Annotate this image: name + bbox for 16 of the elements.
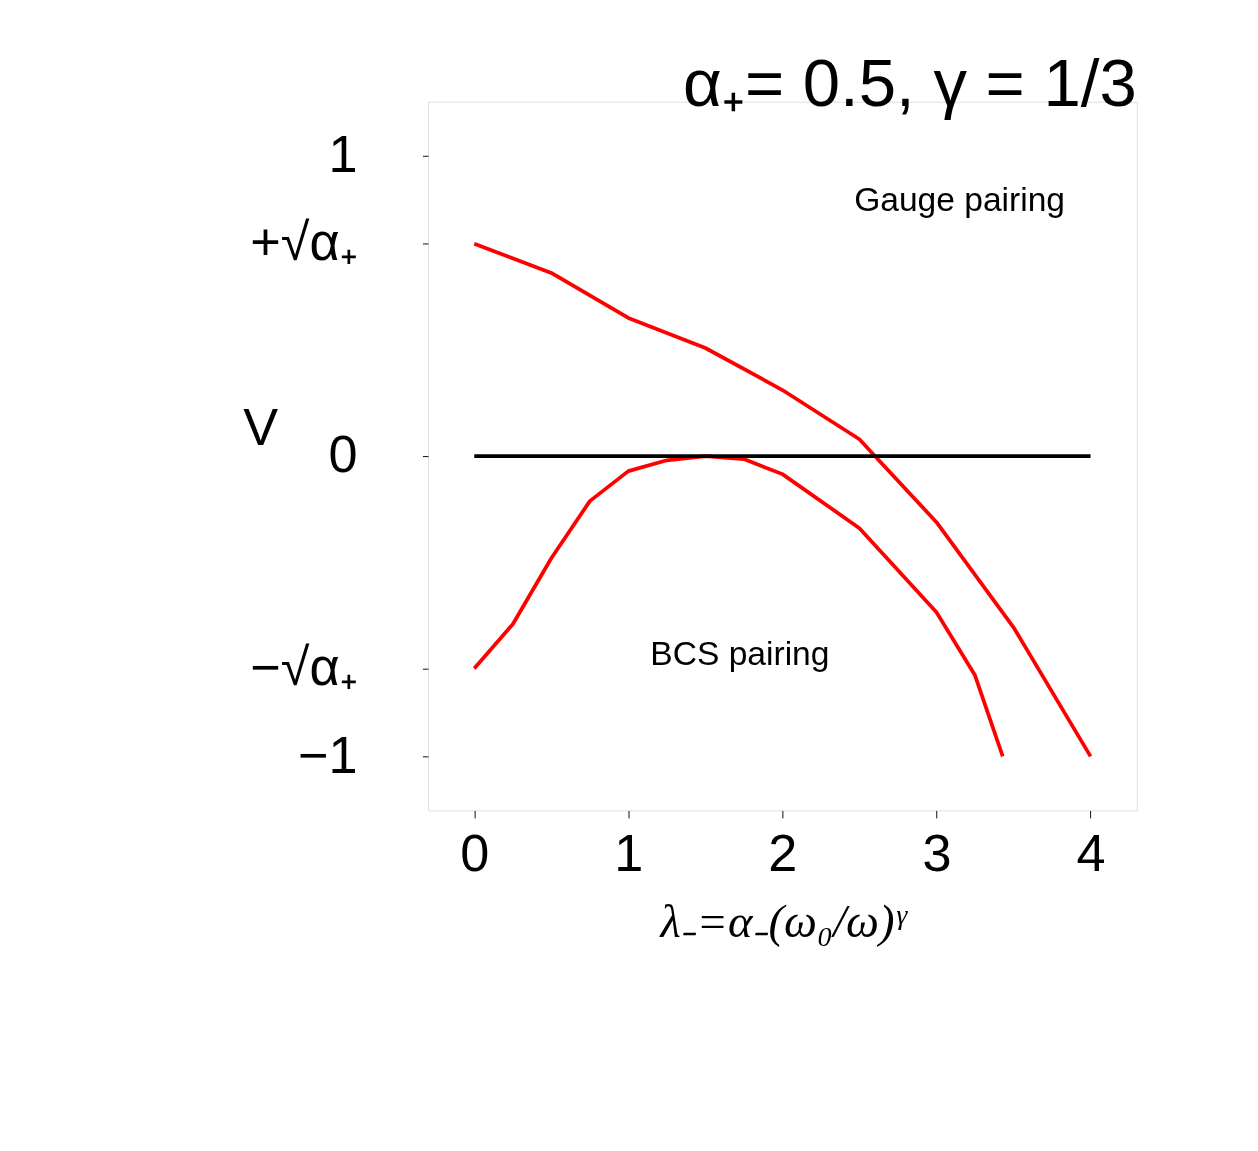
annotation: BCS pairing [650, 634, 830, 672]
y-tick-label: 1 [328, 125, 358, 184]
x-tick-label: 0 [460, 823, 490, 882]
x-tick-label: 3 [922, 823, 952, 882]
annotation: Gauge pairing [854, 181, 1066, 219]
x-tick-label: 1 [614, 823, 644, 882]
chart-title: α₊= 0.5, γ = 1/3 [683, 45, 1137, 121]
y-tick-label: 0 [328, 425, 358, 484]
y-tick-label: −√α₊ [250, 637, 358, 696]
line-series [472, 241, 1093, 759]
x-tick-label: 2 [768, 823, 798, 882]
y-axis-title: V [243, 398, 279, 457]
y-tick-label: +√α₊ [250, 213, 358, 272]
y-tick-label: −1 [298, 725, 358, 784]
x-axis-title: λ₋=α₋(ω₀/ω)ᵞ [658, 894, 909, 947]
x-tick-label: 4 [1076, 823, 1106, 882]
